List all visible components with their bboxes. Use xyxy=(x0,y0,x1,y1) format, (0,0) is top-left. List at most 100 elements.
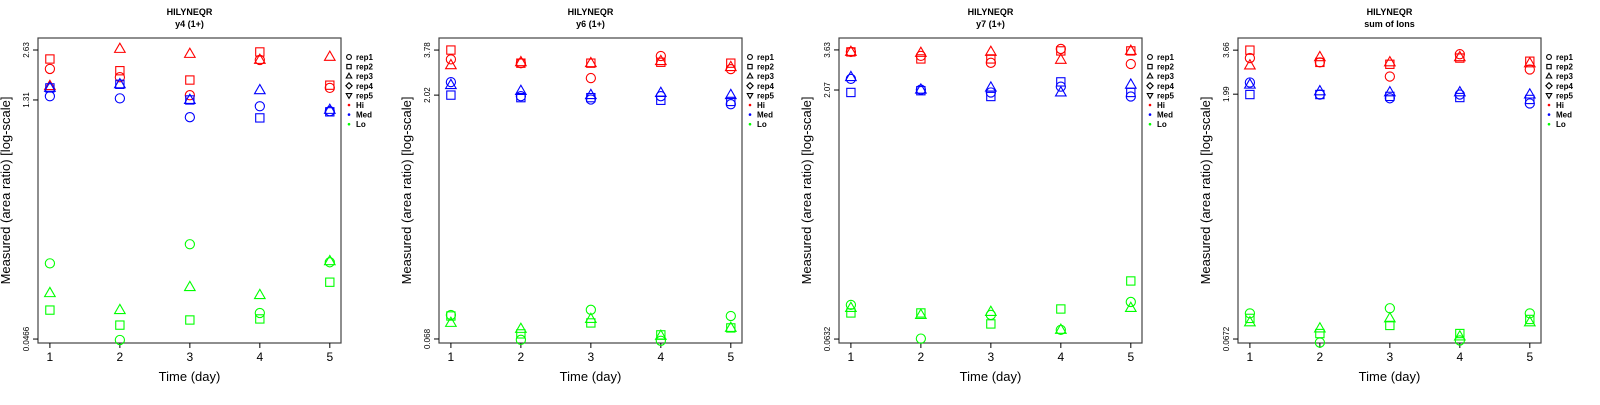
y-tick-label: 2.02 xyxy=(423,87,432,103)
point-lo-rep3-day5 xyxy=(1124,301,1138,313)
x-tick-label: 2 xyxy=(918,350,925,364)
point-med-rep1-day3 xyxy=(184,112,195,123)
x-tick-label: 3 xyxy=(588,350,595,364)
legend-symbol-rep2 xyxy=(747,63,753,70)
legend-label-lo: Lo xyxy=(757,120,767,129)
point-lo-rep1-day2 xyxy=(515,334,527,345)
x-tick-label: 5 xyxy=(1127,350,1134,364)
point-med-rep3-day2 xyxy=(1313,84,1327,96)
point-lo-rep3-day1 xyxy=(43,286,57,298)
point-lo-rep2-day4 xyxy=(1056,304,1066,314)
legend-dot-med xyxy=(1148,113,1152,116)
legend-label-lo: Lo xyxy=(1157,120,1167,129)
legend-symbol-rep4 xyxy=(746,81,754,90)
legend-symbol-rep1 xyxy=(747,54,753,60)
legend-label-rep1: rep1 xyxy=(1556,53,1573,62)
point-hi-rep3-day3 xyxy=(984,45,998,56)
point-lo-rep3-day2 xyxy=(914,308,928,319)
point-med-rep3-day2 xyxy=(914,82,928,94)
x-axis-label: Time (day) xyxy=(560,369,622,384)
point-hi-rep1-day2 xyxy=(1314,57,1326,68)
legend-label-rep4: rep4 xyxy=(1157,82,1174,91)
panel-subtitle: y7 (1+) xyxy=(976,19,1005,29)
point-med-rep1-day1 xyxy=(845,73,857,85)
legend-label-rep1: rep1 xyxy=(1157,53,1174,62)
y-tick-label: 0.0466 xyxy=(22,326,31,351)
point-med-rep1-day3 xyxy=(585,94,596,105)
point-med-rep2-day5 xyxy=(726,96,736,107)
legend-label-hi: Hi xyxy=(757,101,765,110)
legend-label-rep4: rep4 xyxy=(757,82,774,91)
legend-symbol-rep5 xyxy=(345,93,353,100)
point-hi-rep2-day3 xyxy=(986,54,996,64)
point-hi-rep2-day3 xyxy=(586,58,596,68)
legend-label-rep5: rep5 xyxy=(1157,91,1174,100)
point-med-rep2-day2 xyxy=(115,79,125,89)
x-tick-label: 1 xyxy=(47,350,54,364)
panel-4: HILYNEQR sum of Ions 1 2 3 4 5 Time (day) 3.66 1.… xyxy=(1198,7,1573,384)
point-med-rep3-day2 xyxy=(514,84,528,95)
point-hi-rep2-day1 xyxy=(45,54,55,64)
point-lo-rep1-day3 xyxy=(585,304,596,315)
point-med-rep2-day3 xyxy=(185,95,195,105)
panel-title: HILYNEQR xyxy=(968,7,1014,17)
legend-label-lo: Lo xyxy=(356,120,366,129)
point-lo-rep2-day5 xyxy=(1126,276,1136,286)
x-tick-label: 2 xyxy=(117,350,124,364)
legend-dot-lo xyxy=(1547,122,1551,126)
x-tick-label: 1 xyxy=(848,350,855,364)
point-lo-rep2-day5 xyxy=(325,277,335,287)
y-tick-label: 0.0672 xyxy=(1222,326,1231,351)
y-tick-label: 0.0632 xyxy=(823,326,832,351)
point-med-rep3-day3 xyxy=(183,93,197,104)
legend-label-med: Med xyxy=(757,111,773,120)
legend-label-rep2: rep2 xyxy=(1556,63,1573,72)
point-lo-rep2-day2 xyxy=(115,320,125,330)
point-hi-rep1-day1 xyxy=(445,54,457,65)
point-hi-rep3-day5 xyxy=(1124,44,1138,55)
point-lo-rep1-day3 xyxy=(1384,303,1395,314)
point-hi-rep3-day3 xyxy=(1383,55,1397,67)
x-axis-label: Time (day) xyxy=(960,369,1022,384)
point-med-rep3-day2 xyxy=(113,77,127,89)
legend-symbol-rep3 xyxy=(345,72,353,79)
point-med-rep2-day1 xyxy=(846,87,856,98)
x-tick-label: 3 xyxy=(187,350,194,364)
point-med-rep2-day5 xyxy=(1525,94,1535,105)
legend-label-rep5: rep5 xyxy=(356,91,373,100)
y-tick-label: 1.31 xyxy=(22,92,31,108)
point-lo-rep2-day3 xyxy=(986,319,996,329)
point-med-rep3-day4 xyxy=(253,83,267,95)
y-axis-label: Measured (area ratio) [log-scale] xyxy=(799,97,814,285)
x-axis-label: Time (day) xyxy=(159,369,221,384)
point-lo-rep2-day1 xyxy=(846,308,856,318)
y-axis-label: Measured (area ratio) [log-scale] xyxy=(1198,97,1213,285)
point-hi-rep3-day4 xyxy=(1453,50,1467,62)
point-med-rep2-day1 xyxy=(45,83,55,93)
point-lo-rep1-day5 xyxy=(324,257,335,268)
point-lo-rep2-day4 xyxy=(255,314,265,324)
point-med-rep2-day2 xyxy=(516,92,526,103)
point-med-rep3-day5 xyxy=(1124,77,1138,89)
point-lo-rep2-day5 xyxy=(726,323,736,333)
point-hi-rep1-day4 xyxy=(254,54,265,66)
legend-label-rep5: rep5 xyxy=(757,91,774,100)
point-med-rep1-day1 xyxy=(445,76,457,88)
point-med-rep2-day1 xyxy=(1245,89,1255,100)
x-tick-label: 5 xyxy=(727,350,734,364)
point-hi-rep2-day1 xyxy=(1245,45,1255,55)
point-hi-rep2-day3 xyxy=(185,75,195,85)
point-lo-rep2-day2 xyxy=(1315,328,1325,339)
point-hi-rep2-day2 xyxy=(916,54,926,64)
legend-label-hi: Hi xyxy=(1157,101,1165,110)
point-hi-rep1-day2 xyxy=(114,72,126,83)
point-lo-rep1-day5 xyxy=(1125,296,1136,308)
point-lo-rep2-day1 xyxy=(1245,313,1255,324)
point-med-rep3-day1 xyxy=(444,78,458,90)
legend-symbol-rep3 xyxy=(1545,72,1553,79)
point-lo-rep2-day1 xyxy=(45,305,55,315)
legend-label-rep2: rep2 xyxy=(757,63,774,72)
